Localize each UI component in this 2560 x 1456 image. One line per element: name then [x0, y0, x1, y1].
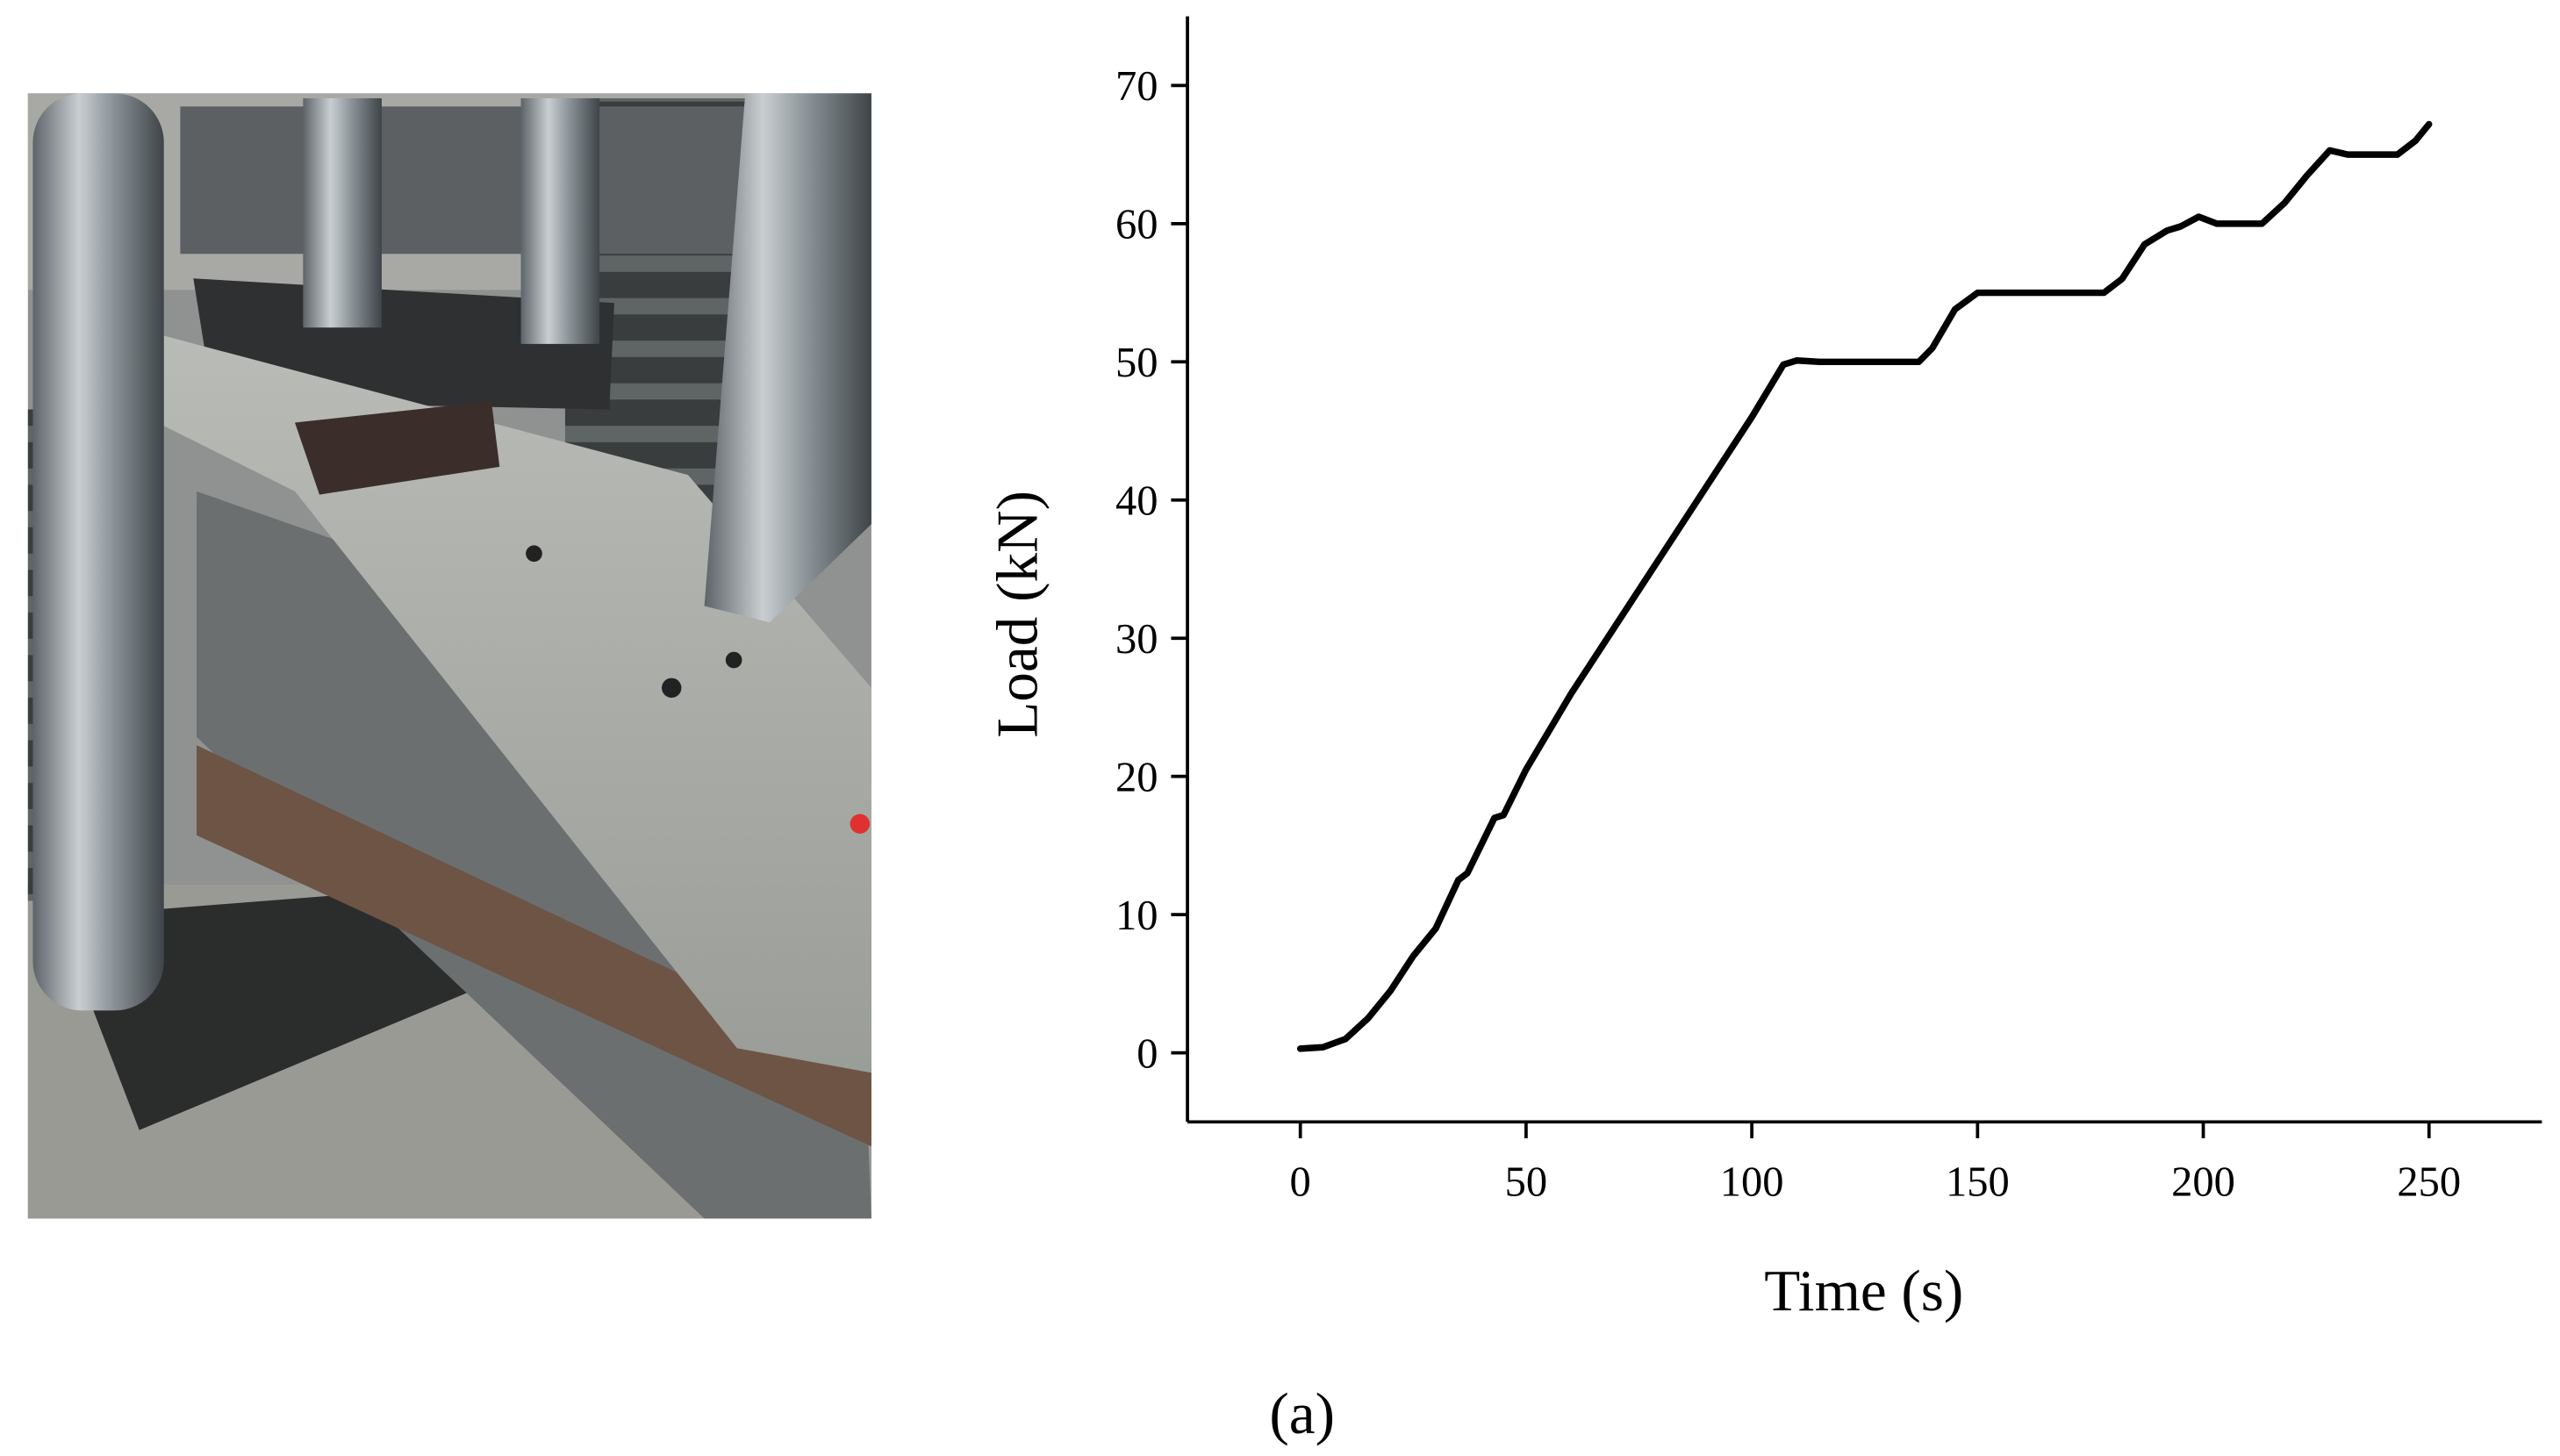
- photo-rod: [303, 97, 382, 328]
- photo-column: [704, 93, 871, 623]
- photo-head: [180, 106, 754, 255]
- x-tick-label: 150: [1946, 1158, 2010, 1205]
- photo-plate: [295, 401, 500, 495]
- caption: (a): [1269, 1381, 1335, 1446]
- x-tick-label: 50: [1505, 1158, 1548, 1205]
- photo-hole: [526, 545, 542, 563]
- photo-column: [32, 93, 164, 1011]
- x-tick-label: 200: [2171, 1158, 2235, 1205]
- photo-hole: [662, 678, 682, 698]
- photo-rod: [520, 97, 600, 344]
- x-tick-label: 250: [2397, 1158, 2461, 1205]
- photo: [27, 93, 871, 1219]
- x-axis-title: Time (s): [1764, 1258, 1963, 1323]
- y-tick-label: 10: [1115, 893, 1158, 939]
- y-tick-label: 50: [1115, 340, 1158, 386]
- photo-wood: [197, 745, 871, 1147]
- x-tick-label: 100: [1720, 1158, 1784, 1205]
- y-axis-title: Load (kN): [984, 491, 1050, 738]
- photo-beam: [163, 335, 871, 1073]
- photo-marker: [850, 814, 871, 834]
- y-tick-label: 60: [1115, 202, 1158, 248]
- data-line: [1296, 120, 2433, 1052]
- photo-hole: [725, 651, 742, 669]
- y-tick-label: 40: [1115, 478, 1158, 525]
- y-tick-label: 20: [1115, 754, 1158, 800]
- y-tick-label: 0: [1137, 1030, 1158, 1077]
- x-tick-label: 0: [1290, 1158, 1311, 1205]
- y-tick-label: 70: [1115, 63, 1158, 110]
- y-tick-label: 30: [1115, 616, 1158, 663]
- photo-base-plate: [57, 884, 491, 1130]
